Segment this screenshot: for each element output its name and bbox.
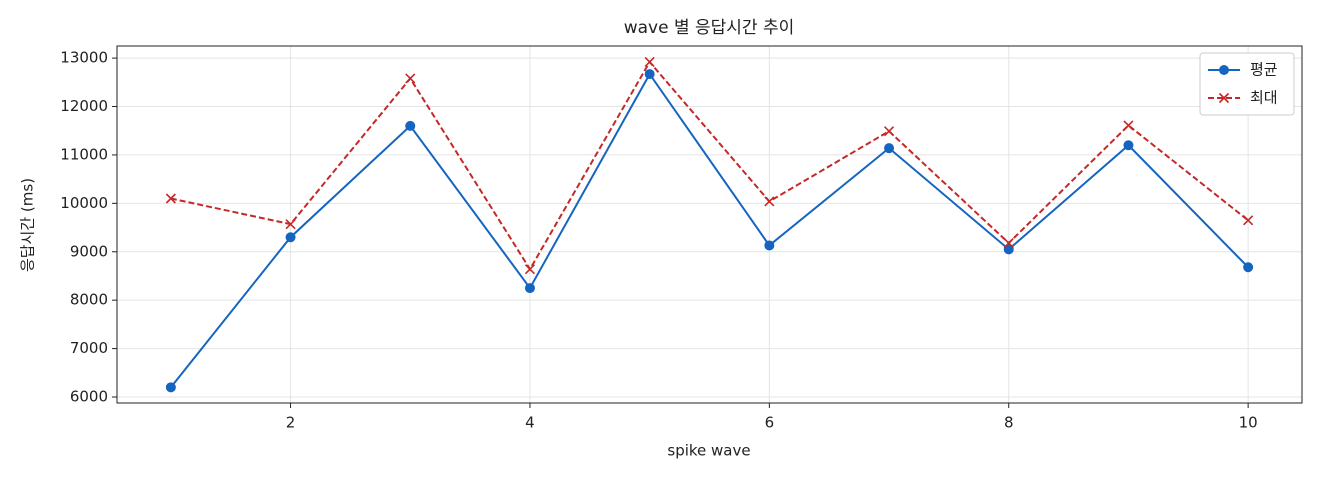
y-axis-label: 응답시간 (ms)	[19, 178, 37, 272]
data-point	[524, 264, 536, 275]
data-point	[1003, 244, 1014, 255]
x-tick-label: 8	[1004, 414, 1014, 432]
data-point	[884, 143, 895, 154]
legend-marker	[1218, 92, 1230, 104]
y-tick-label: 10000	[60, 194, 108, 212]
data-point	[1243, 262, 1254, 273]
legend-box	[1199, 52, 1295, 116]
data-point	[644, 56, 655, 68]
data-point	[1123, 140, 1134, 151]
chart-title: wave 별 응답시간 추이	[624, 18, 795, 38]
x-tick-label: 6	[765, 414, 775, 432]
legend-label: 평균	[1250, 61, 1278, 79]
legend-marker	[1219, 65, 1229, 75]
data-point	[764, 196, 775, 207]
x-tick-label: 10	[1239, 414, 1258, 432]
data-point	[165, 193, 176, 204]
y-tick-label: 8000	[70, 291, 108, 309]
series-line	[170, 72, 1249, 388]
x-tick-label: 4	[525, 414, 535, 432]
data-point	[405, 73, 416, 84]
x-tick-label: 2	[286, 414, 296, 432]
x-axis-label: spike wave	[667, 442, 750, 460]
y-tick-label: 11000	[60, 145, 108, 163]
y-tick-label: 9000	[70, 242, 108, 260]
data-point	[405, 120, 416, 131]
y-tick-label: 12000	[60, 97, 108, 115]
y-tick-label: 7000	[70, 339, 108, 357]
data-point	[285, 219, 296, 230]
data-point	[165, 382, 176, 393]
series-line	[170, 60, 1249, 272]
data-point	[1243, 215, 1254, 226]
y-tick-label: 6000	[70, 387, 108, 405]
y-tick-label: 13000	[60, 49, 108, 67]
data-point	[285, 232, 296, 243]
legend-label: 최대	[1250, 89, 1278, 107]
data-point	[1123, 120, 1134, 131]
data-point	[883, 126, 895, 137]
data-point	[1003, 237, 1014, 249]
plot-frame	[116, 45, 1303, 404]
data-point	[524, 283, 535, 294]
data-point	[764, 240, 775, 251]
data-point	[644, 69, 655, 80]
